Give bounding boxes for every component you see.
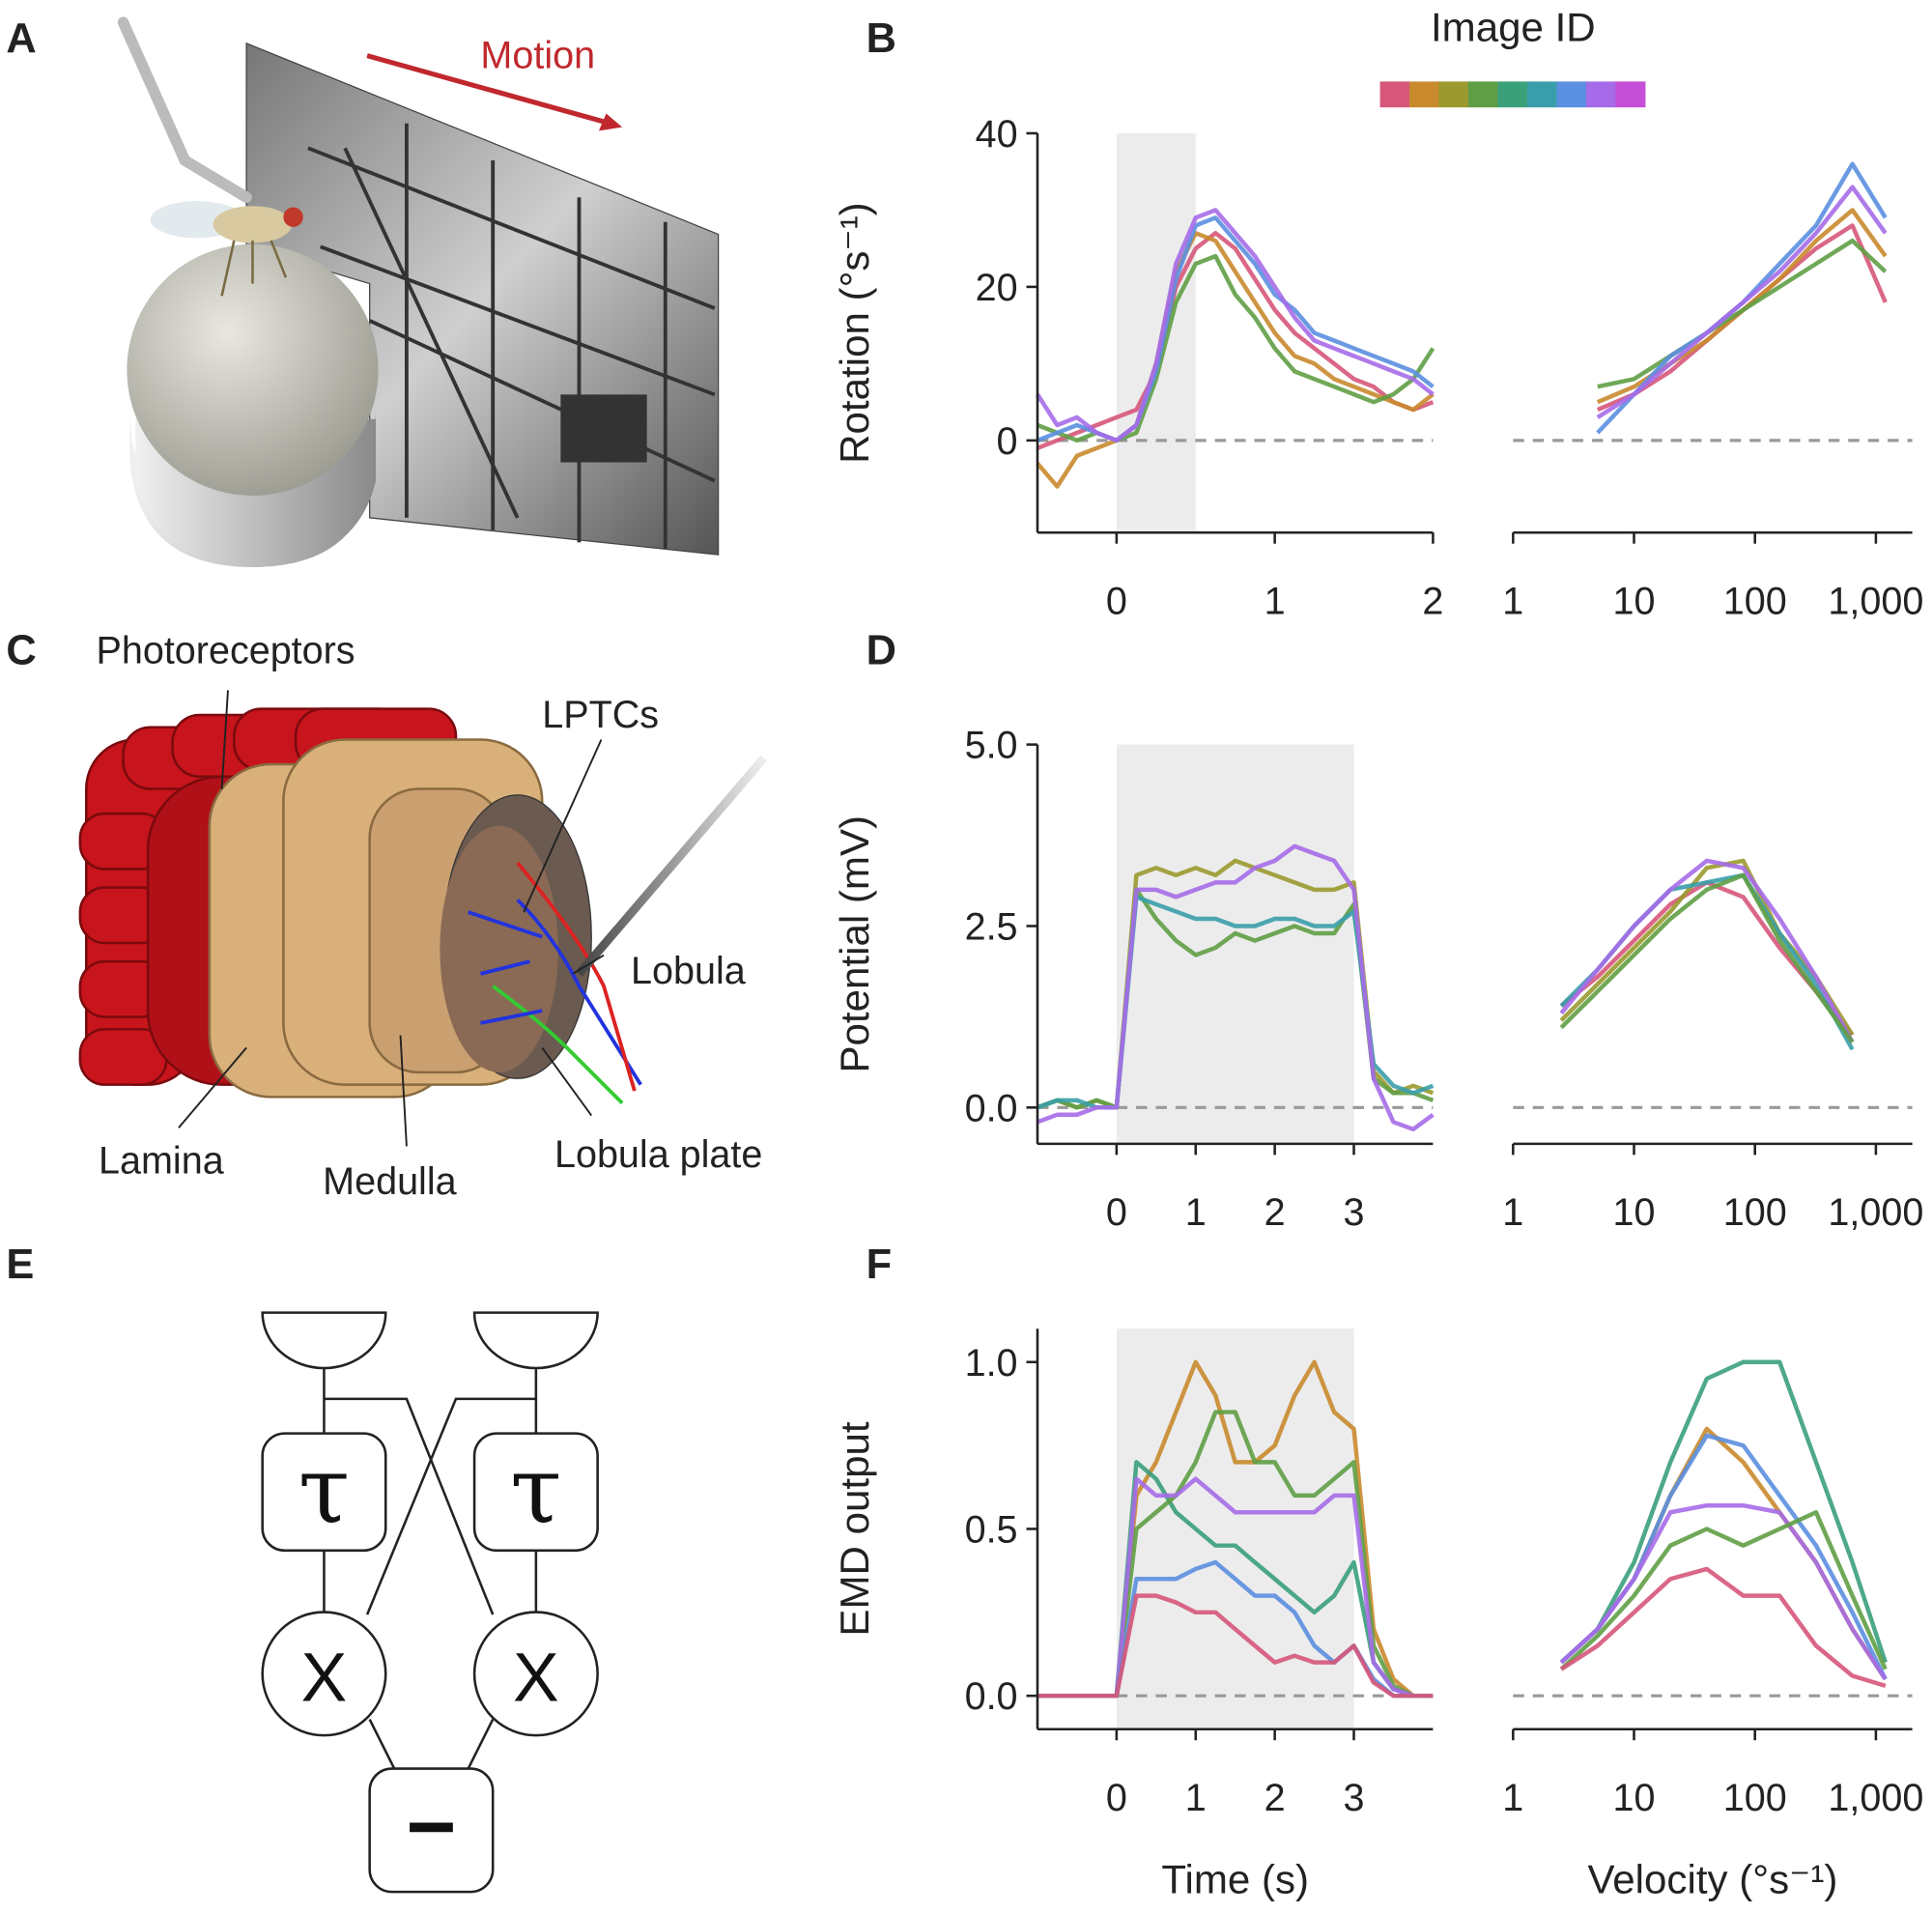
x-axis-label: Time (s) bbox=[1161, 1856, 1309, 1901]
panel-e-diagram: τ τ X X − bbox=[261, 1311, 599, 1894]
multiplier-label: X bbox=[301, 1639, 348, 1716]
x-tick-label: 2 bbox=[1264, 1191, 1286, 1234]
y-axis-label: EMD output bbox=[832, 1421, 877, 1636]
stimulus-shade bbox=[1116, 1328, 1354, 1729]
x-tick-label: 1,000 bbox=[1828, 1191, 1923, 1234]
panel-label: B bbox=[867, 15, 896, 62]
series-line bbox=[1559, 858, 1855, 1037]
lamina-label: Lamina bbox=[99, 1139, 224, 1182]
colorbar-swatch bbox=[1556, 81, 1587, 108]
photoreceptors-label: Photoreceptors bbox=[96, 629, 355, 671]
colorbar-title: Image ID bbox=[1431, 4, 1596, 49]
series-line bbox=[1559, 1510, 1888, 1671]
lptcs-label: LPTCs bbox=[542, 694, 659, 736]
panel-label: D bbox=[867, 628, 896, 674]
panel-a-illustration: Motion bbox=[117, 16, 720, 567]
series-line bbox=[1036, 208, 1435, 443]
medulla-label: Medulla bbox=[323, 1160, 456, 1203]
x-tick-label: 1 bbox=[1502, 1777, 1523, 1819]
x-tick-label: 1 bbox=[1502, 1191, 1523, 1234]
colorbar-swatch bbox=[1467, 81, 1499, 108]
x-tick-label: 100 bbox=[1723, 1777, 1787, 1819]
lobula-label: Lobula bbox=[631, 950, 746, 992]
multiplier-label: X bbox=[513, 1639, 559, 1716]
panel-label: C bbox=[6, 628, 36, 674]
series-line bbox=[1037, 843, 1435, 1132]
series-line bbox=[1037, 231, 1435, 450]
series-line bbox=[1036, 231, 1435, 489]
series-line bbox=[1559, 1566, 1887, 1688]
x-tick-label: 2 bbox=[1264, 1777, 1286, 1819]
delay-label: τ bbox=[298, 1435, 351, 1544]
x-tick-label: 1 bbox=[1185, 1777, 1207, 1819]
x-tick-label: 1,000 bbox=[1828, 580, 1923, 622]
y-tick-label: 0.0 bbox=[965, 1675, 1018, 1718]
series-line bbox=[1596, 185, 1888, 419]
stimulus-shade bbox=[1116, 132, 1196, 533]
y-tick-label: 40 bbox=[976, 113, 1018, 156]
series-line bbox=[1037, 1593, 1434, 1699]
y-tick-label: 1.0 bbox=[965, 1342, 1018, 1385]
y-tick-label: 0.5 bbox=[965, 1509, 1018, 1552]
stimulus-shade bbox=[1116, 744, 1354, 1144]
series-line bbox=[1559, 1503, 1888, 1681]
series-line bbox=[1037, 253, 1435, 443]
x-tick-label: 1 bbox=[1185, 1191, 1207, 1234]
series-line bbox=[1559, 1426, 1888, 1681]
x-axis-label: Velocity (°s⁻¹) bbox=[1588, 1856, 1838, 1901]
panel-label: F bbox=[867, 1242, 893, 1288]
colorbar-swatch bbox=[1379, 81, 1410, 108]
series-line bbox=[1559, 872, 1855, 1043]
panel-label: E bbox=[6, 1242, 34, 1288]
x-tick-label: 1 bbox=[1264, 580, 1286, 622]
colorbar-swatch bbox=[1585, 81, 1616, 108]
colorbar-swatch bbox=[1438, 81, 1469, 108]
y-axis-label: Potential (mV) bbox=[832, 815, 877, 1073]
x-tick-label: 10 bbox=[1613, 1777, 1656, 1819]
motion-label: Motion bbox=[480, 34, 595, 76]
x-tick-label: 1 bbox=[1502, 580, 1523, 622]
y-tick-label: 2.5 bbox=[965, 905, 1018, 948]
subtraction-label: − bbox=[406, 1778, 456, 1874]
x-tick-label: 10 bbox=[1613, 580, 1656, 622]
x-tick-label: 1,000 bbox=[1828, 1777, 1923, 1819]
panel-c-illustration: Photoreceptors LPTCs Lobula Lamina Medul… bbox=[78, 629, 768, 1203]
x-tick-label: 100 bbox=[1723, 1191, 1787, 1234]
y-tick-label: 0 bbox=[997, 420, 1018, 463]
panel-label: A bbox=[6, 15, 36, 62]
x-tick-label: 2 bbox=[1422, 580, 1443, 622]
series-line bbox=[1597, 238, 1888, 389]
y-tick-label: 0.0 bbox=[965, 1087, 1018, 1129]
x-tick-label: 100 bbox=[1723, 580, 1787, 622]
series-line bbox=[1559, 1359, 1888, 1665]
x-tick-label: 0 bbox=[1106, 580, 1127, 622]
colorbar-swatch bbox=[1409, 81, 1440, 108]
series-line bbox=[1559, 858, 1855, 1043]
y-axis-label: Rotation (°s⁻¹) bbox=[832, 202, 877, 464]
y-tick-label: 20 bbox=[976, 267, 1018, 309]
x-tick-label: 0 bbox=[1106, 1777, 1127, 1819]
lobula-plate-label: Lobula plate bbox=[554, 1133, 762, 1176]
y-tick-label: 5.0 bbox=[965, 725, 1018, 767]
colorbar-swatch bbox=[1526, 81, 1558, 108]
delay-label: τ bbox=[510, 1435, 562, 1544]
colorbar-swatch bbox=[1615, 81, 1646, 108]
x-tick-label: 3 bbox=[1344, 1191, 1365, 1234]
x-tick-label: 0 bbox=[1106, 1191, 1127, 1234]
colorbar-swatch bbox=[1497, 81, 1528, 108]
x-tick-label: 10 bbox=[1613, 1191, 1656, 1234]
x-tick-label: 3 bbox=[1344, 1777, 1365, 1819]
